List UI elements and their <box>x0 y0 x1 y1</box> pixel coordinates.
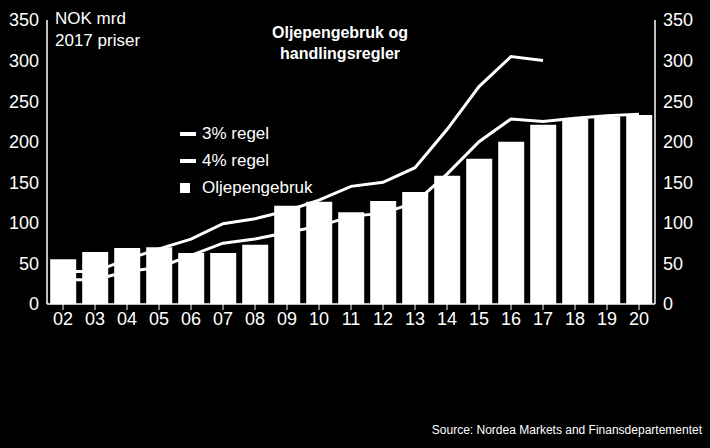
svg-text:50: 50 <box>19 254 39 274</box>
svg-text:16: 16 <box>501 309 521 329</box>
svg-text:02: 02 <box>53 309 73 329</box>
svg-text:18: 18 <box>565 309 585 329</box>
svg-text:250: 250 <box>663 92 693 112</box>
svg-text:19: 19 <box>597 309 617 329</box>
svg-text:350: 350 <box>663 10 693 30</box>
svg-text:20: 20 <box>629 309 649 329</box>
svg-text:300: 300 <box>9 51 39 71</box>
svg-text:0: 0 <box>663 294 673 314</box>
svg-text:350: 350 <box>9 10 39 30</box>
html-text:Oljepengebruk: Oljepengebruk <box>202 178 313 197</box>
html-text:Oljepengebruk og handlingsregl: Oljepengebruk og handlingsregler <box>272 24 408 62</box>
svg-text:11: 11 <box>342 309 361 329</box>
html-text:Source: Nordea Markets and Fin: Source: Nordea Markets and Finansdeparte… <box>431 423 702 437</box>
svg-text:06: 06 <box>181 309 201 329</box>
svg-text:250: 250 <box>9 92 39 112</box>
svg-text:200: 200 <box>663 132 693 152</box>
svg-text:0: 0 <box>29 294 39 314</box>
svg-text:03: 03 <box>85 309 105 329</box>
svg-text:15: 15 <box>469 309 489 329</box>
svg-text:150: 150 <box>9 173 39 193</box>
svg-text:07: 07 <box>213 309 233 329</box>
html-text:3% regel: 3% regel <box>202 124 270 143</box>
svg-text:12: 12 <box>373 309 393 329</box>
html-text:4% regel: 4% regel <box>202 151 270 170</box>
svg-text:150: 150 <box>663 173 693 193</box>
svg-text:09: 09 <box>277 309 297 329</box>
svg-text:14: 14 <box>437 309 457 329</box>
svg-text:200: 200 <box>9 132 39 152</box>
svg-text:100: 100 <box>663 213 693 233</box>
svg-text:100: 100 <box>9 213 39 233</box>
svg-text:05: 05 <box>149 309 169 329</box>
svg-text:08: 08 <box>245 309 265 329</box>
html-text:NOK mrd 2017 priser: NOK mrd 2017 priser <box>55 9 141 50</box>
svg-text:50: 50 <box>663 254 683 274</box>
svg-text:13: 13 <box>405 309 425 329</box>
svg-text:04: 04 <box>117 309 137 329</box>
svg-text:300: 300 <box>663 51 693 71</box>
svg-text:10: 10 <box>309 309 329 329</box>
svg-text:17: 17 <box>533 309 553 329</box>
